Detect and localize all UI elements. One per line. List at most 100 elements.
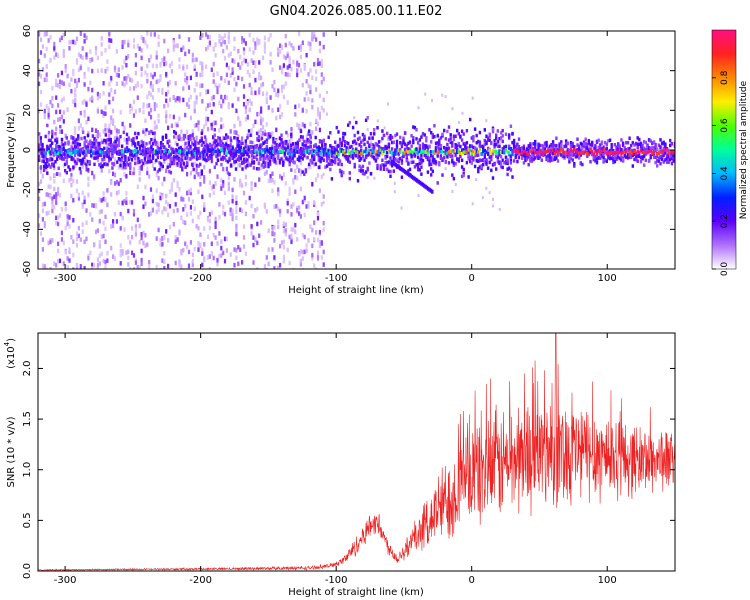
heatmap-cell xyxy=(443,152,446,157)
heatmap-cell xyxy=(296,150,299,154)
heatmap-cell xyxy=(486,136,490,140)
heatmap-cell xyxy=(55,263,58,268)
heatmap-cell xyxy=(607,139,610,143)
heatmap-cell xyxy=(57,117,60,122)
heatmap-cell xyxy=(277,265,280,269)
heatmap-cell xyxy=(121,251,124,256)
heatmap-cell xyxy=(202,148,205,152)
heatmap-cell xyxy=(239,247,242,252)
spectrogram-x-tick-label: 0 xyxy=(469,273,475,284)
heatmap-cell xyxy=(77,134,80,138)
heatmap-cell xyxy=(258,111,261,117)
heatmap-cell xyxy=(436,150,439,154)
heatmap-cell xyxy=(38,196,41,201)
heatmap-cell xyxy=(667,158,670,162)
heatmap-cell xyxy=(280,84,284,90)
heatmap-cell xyxy=(420,135,423,139)
heatmap-cell xyxy=(538,143,542,148)
heatmap-cell xyxy=(163,61,166,67)
heatmap-cell xyxy=(512,138,516,143)
heatmap-cell xyxy=(332,159,335,164)
heatmap-cell xyxy=(125,55,128,61)
heatmap-cell xyxy=(163,149,166,154)
heatmap-cell xyxy=(369,151,373,155)
heatmap-cell xyxy=(532,142,535,146)
heatmap-cell xyxy=(591,151,594,156)
heatmap-cell xyxy=(186,129,189,135)
heatmap-cell xyxy=(231,150,234,155)
heatmap-cell xyxy=(104,111,107,116)
heatmap-cell xyxy=(142,230,145,236)
heatmap-cell xyxy=(290,43,293,48)
heatmap-cell xyxy=(191,262,194,268)
heatmap-cell xyxy=(413,152,417,156)
heatmap-cell xyxy=(428,162,431,167)
heatmap-cell xyxy=(47,133,50,138)
heatmap-cell xyxy=(186,80,189,85)
heatmap-cell xyxy=(347,155,350,159)
heatmap-cell xyxy=(383,126,386,130)
heatmap-cell xyxy=(321,147,324,152)
heatmap-cell xyxy=(91,68,94,74)
heatmap-cell xyxy=(226,135,230,139)
heatmap-cell xyxy=(280,175,284,181)
heatmap-cell xyxy=(187,104,191,109)
heatmap-cell xyxy=(569,140,573,145)
heatmap-cell xyxy=(550,150,553,155)
heatmap-cell xyxy=(275,127,278,133)
heatmap-cell xyxy=(55,95,58,100)
heatmap-cell xyxy=(239,156,243,161)
heatmap-cell xyxy=(311,153,314,158)
heatmap-cell xyxy=(74,78,77,84)
heatmap-cell xyxy=(153,106,156,112)
heatmap-cell xyxy=(233,87,236,93)
heatmap-cell xyxy=(149,84,153,89)
heatmap-cell xyxy=(233,247,236,252)
heatmap-cell xyxy=(517,147,521,152)
heatmap-cell xyxy=(108,81,111,87)
heatmap-cell xyxy=(85,153,88,157)
heatmap-cell xyxy=(210,122,213,127)
heatmap-cell xyxy=(65,136,68,140)
heatmap-cell xyxy=(57,259,60,264)
heatmap-cell xyxy=(288,152,291,156)
heatmap-cell xyxy=(218,128,221,133)
heatmap-cell xyxy=(47,147,51,152)
heatmap-cell xyxy=(110,38,113,43)
heatmap-cell xyxy=(262,148,265,152)
heatmap-cell xyxy=(163,206,166,211)
heatmap-cell xyxy=(156,169,160,174)
heatmap-cell xyxy=(246,69,249,75)
heatmap-cell xyxy=(170,69,173,74)
heatmap-cell xyxy=(193,108,196,114)
heatmap-cell xyxy=(434,160,438,164)
heatmap-cell xyxy=(460,165,464,169)
heatmap-cell xyxy=(524,149,527,154)
heatmap-cell xyxy=(102,91,105,96)
heatmap-cell xyxy=(55,137,59,141)
heatmap-cell xyxy=(348,176,351,181)
heatmap-cell xyxy=(83,140,86,144)
heatmap-cell xyxy=(527,152,530,157)
heatmap-cell xyxy=(519,148,522,153)
heatmap-cell xyxy=(62,96,65,101)
heatmap-cell xyxy=(316,107,320,112)
heatmap-cell xyxy=(214,83,217,88)
heatmap-cell xyxy=(329,131,332,135)
heatmap-cell xyxy=(83,82,86,87)
heatmap-cell xyxy=(542,149,545,153)
heatmap-cell xyxy=(140,55,143,61)
heatmap-cell xyxy=(485,150,488,154)
heatmap-cell xyxy=(340,148,343,152)
heatmap-cell xyxy=(87,67,90,72)
heatmap-cell xyxy=(517,155,521,160)
heatmap-cell xyxy=(321,143,324,147)
heatmap-cell xyxy=(307,237,310,243)
heatmap-cell xyxy=(511,152,514,157)
heatmap-cell xyxy=(208,40,211,45)
heatmap-cell xyxy=(324,150,327,155)
heatmap-cell xyxy=(42,156,46,160)
heatmap-cell xyxy=(233,159,236,164)
heatmap-cell xyxy=(340,141,343,145)
heatmap-cell xyxy=(184,156,187,161)
